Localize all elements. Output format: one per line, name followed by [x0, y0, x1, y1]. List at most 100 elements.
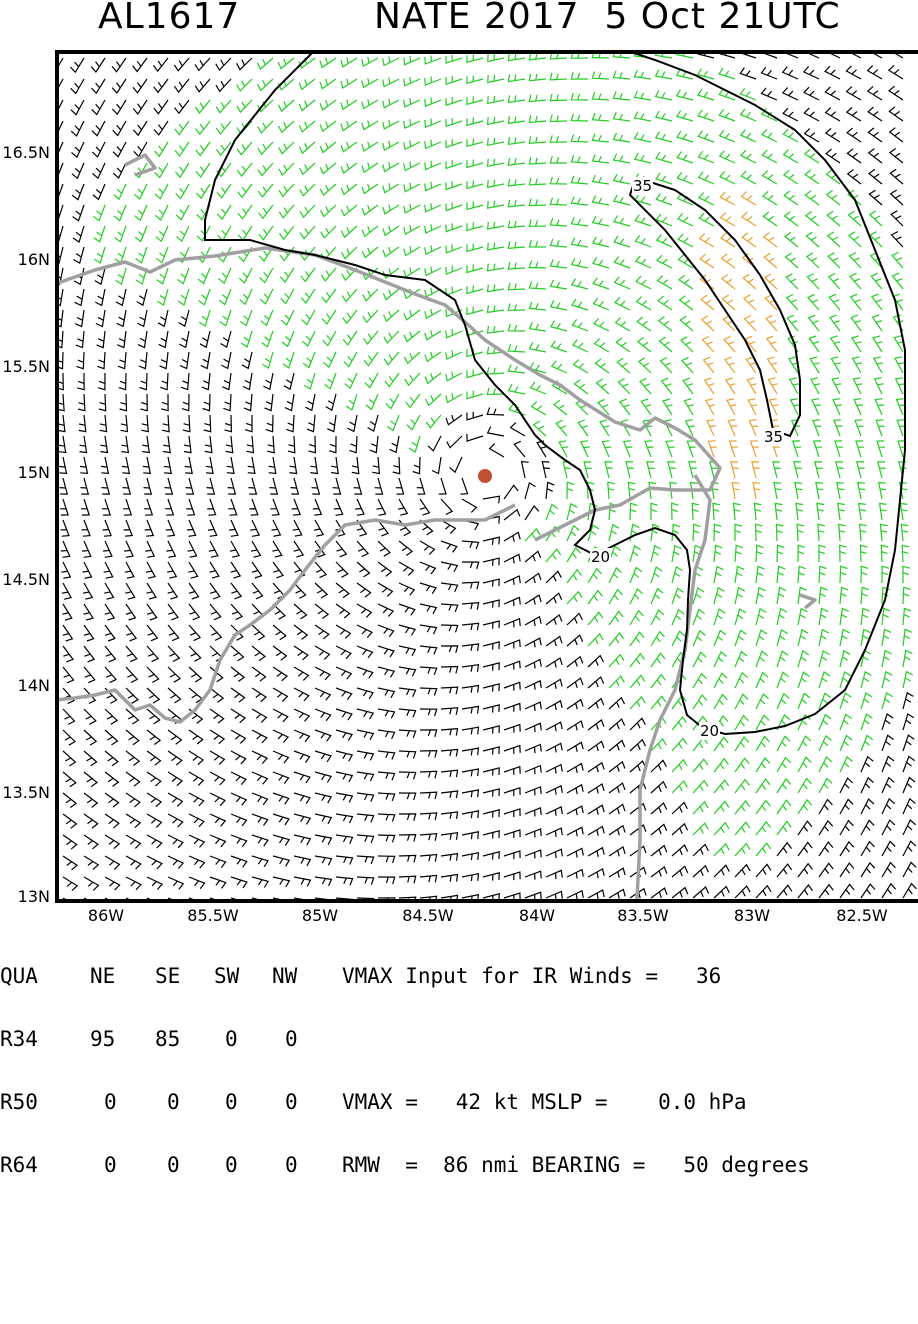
wind-barb	[860, 755, 874, 773]
wind-barb	[718, 109, 736, 122]
wind-barb	[902, 628, 912, 647]
wind-barb	[734, 821, 751, 836]
wind-barb	[230, 813, 248, 827]
wind-barb	[818, 713, 832, 731]
wind-barb	[277, 120, 295, 134]
wind-barb	[356, 561, 371, 578]
wind-barb	[424, 372, 442, 385]
wind-barb	[608, 696, 626, 710]
wind-barb	[272, 855, 291, 867]
wind-barb	[530, 401, 547, 416]
wind-barb	[839, 692, 852, 710]
wind-barb	[445, 244, 463, 254]
wind-barb	[740, 149, 757, 164]
wind-barb	[313, 519, 325, 537]
wind-barb	[881, 861, 896, 878]
wind-barb	[881, 607, 891, 626]
table-col-nw: NW	[272, 964, 298, 988]
wind-barb	[125, 792, 141, 808]
wind-barb	[566, 568, 582, 584]
wind-barb	[175, 183, 190, 200]
wind-barb	[155, 246, 169, 264]
wind-barb	[104, 645, 117, 663]
wind-barb	[111, 57, 127, 73]
wind-barb	[312, 498, 323, 516]
wind-barb	[658, 336, 673, 353]
wind-barb	[545, 869, 563, 880]
wind-barb	[797, 841, 813, 857]
wind-barb	[524, 849, 542, 859]
wind-barb	[99, 414, 108, 433]
wind-barb	[507, 95, 526, 104]
wind-barb	[361, 183, 379, 195]
wind-barb	[55, 330, 64, 349]
wind-barb	[755, 820, 771, 836]
wind-barb	[826, 231, 841, 248]
wind-barb	[146, 729, 162, 745]
wind-barb	[818, 862, 834, 878]
wind-barb	[677, 274, 694, 290]
wind-barb	[734, 863, 751, 878]
wind-barb	[776, 777, 792, 794]
wind-barb	[83, 813, 99, 829]
wind-barb	[314, 897, 328, 899]
wind-barb	[416, 477, 426, 495]
wind-barb	[282, 351, 295, 369]
wind-barb	[706, 419, 716, 437]
wind-barb	[613, 235, 631, 248]
x-tick-label: 84.5W	[402, 906, 454, 925]
wind-barb	[713, 800, 730, 815]
wind-barb	[292, 519, 303, 537]
wind-barb	[188, 813, 205, 828]
wind-barb	[299, 204, 316, 219]
wind-barb	[713, 523, 722, 542]
wind-barb	[55, 351, 64, 370]
wind-barb	[199, 330, 211, 349]
wind-barb	[509, 422, 526, 437]
wind-barb	[728, 440, 738, 458]
wind-barb	[734, 885, 751, 899]
wind-barb	[55, 57, 64, 74]
wind-barb	[482, 830, 500, 839]
wind-barb	[608, 523, 620, 542]
wind-barb	[767, 377, 778, 395]
wind-barb	[839, 777, 854, 794]
wind-barb	[520, 461, 529, 479]
wind-barb	[524, 743, 542, 754]
wind-barb	[104, 771, 120, 787]
r64-nw: 0	[285, 1153, 298, 1177]
wind-barb	[125, 645, 138, 663]
wind-barb	[629, 566, 643, 584]
wind-barb	[236, 141, 253, 156]
wind-barb	[881, 882, 897, 899]
wind-barb	[419, 666, 438, 676]
wind-barb	[250, 540, 262, 558]
wind-barb	[713, 672, 728, 689]
wind-barb	[377, 750, 396, 760]
wind-barb	[271, 519, 282, 537]
wind-barb	[76, 351, 85, 370]
wind-barb	[650, 609, 665, 626]
wind-barb	[166, 540, 177, 558]
wind-barb	[83, 897, 88, 899]
wind-barb	[154, 183, 169, 200]
wind-barb	[488, 443, 505, 458]
wind-barb	[629, 544, 642, 563]
wind-barb	[236, 99, 253, 114]
wind-barb	[153, 99, 169, 115]
wind-barb	[240, 330, 253, 348]
wind-barb	[377, 897, 396, 899]
wind-barb	[188, 666, 203, 683]
wind-barb	[461, 561, 480, 570]
wind-barb	[566, 826, 584, 837]
wind-barb	[860, 607, 870, 626]
wind-barb	[445, 223, 463, 233]
wind-barb	[125, 813, 142, 829]
wind-barb	[503, 639, 521, 649]
wind-barb	[365, 393, 379, 411]
wind-barb	[699, 253, 715, 269]
wind-barb	[440, 582, 459, 593]
wind-barb	[528, 73, 547, 82]
wind-barb	[257, 162, 274, 177]
wind-barb	[524, 679, 542, 690]
